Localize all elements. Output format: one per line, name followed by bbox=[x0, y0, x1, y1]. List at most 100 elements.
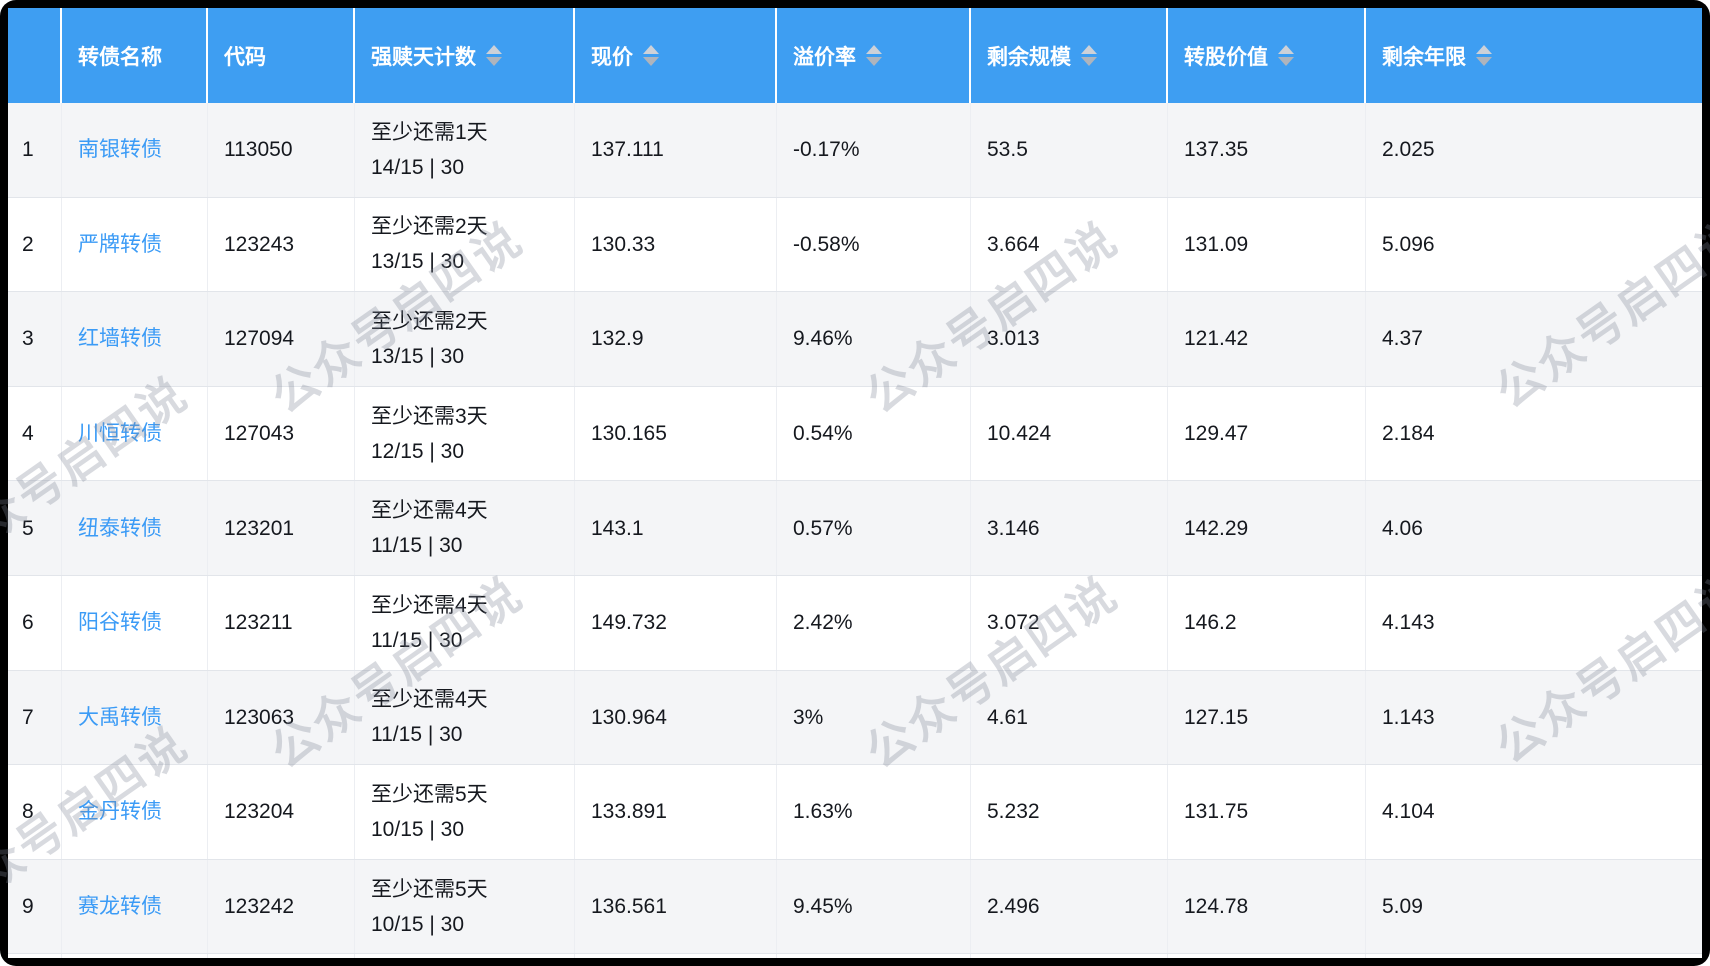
cell-remaining-size: 10.424 bbox=[971, 386, 1168, 481]
bond-code: 123063 bbox=[224, 705, 295, 729]
sort-descending-icon[interactable] bbox=[866, 57, 882, 66]
cell-bond-name: 大禹转债 bbox=[62, 670, 208, 765]
bond-name-link[interactable]: 大禹转债 bbox=[78, 705, 162, 729]
redeem-days-count: 14/15 | 30 bbox=[371, 155, 465, 179]
bond-name-link[interactable]: 赛龙转债 bbox=[78, 895, 162, 919]
column-header-price[interactable]: 现价 bbox=[575, 8, 777, 103]
column-header-redeem-days[interactable]: 强赎天计数 bbox=[355, 8, 575, 103]
premium-rate-value: -0.58% bbox=[793, 232, 860, 256]
column-header-premium-rate[interactable]: 溢价率 bbox=[777, 8, 971, 103]
cell-redeem-days: 至少还需2天 13/15 | 30 bbox=[355, 197, 575, 292]
remaining-size-value: 3.072 bbox=[987, 611, 1040, 635]
bond-name-link[interactable]: 阳谷转债 bbox=[78, 611, 162, 635]
redeem-days-count: 11/15 | 30 bbox=[371, 723, 463, 747]
sort-carets-icon[interactable] bbox=[1081, 45, 1097, 66]
cell-premium-rate bbox=[777, 954, 971, 958]
cell-premium-rate: 0.54% bbox=[777, 386, 971, 481]
cell-redeem-days: 至少还需5天 10/15 | 30 bbox=[355, 765, 575, 859]
cell-remaining-size: 3.664 bbox=[971, 197, 1168, 292]
conversion-value: 127.15 bbox=[1184, 705, 1249, 729]
table-body: 1 南银转债 113050 至少还需1天 14/15 | 30 137.111 -… bbox=[8, 103, 1702, 958]
cell-redeem-days: 至少还需2天 13/15 | 30 bbox=[355, 292, 575, 386]
column-header-remaining-years[interactable]: 剩余年限 bbox=[1366, 8, 1702, 103]
remaining-years-value: 4.104 bbox=[1382, 800, 1435, 824]
bond-name-link[interactable]: 南银转债 bbox=[78, 138, 162, 162]
cell-price bbox=[575, 954, 777, 958]
bond-name-link[interactable]: 金丹转债 bbox=[78, 800, 162, 824]
cell-premium-rate: 0.57% bbox=[777, 481, 971, 575]
cell-row-number: 9 bbox=[8, 859, 62, 954]
cell-premium-rate: 9.46% bbox=[777, 292, 971, 386]
bond-name-link[interactable]: 严牌转债 bbox=[78, 232, 162, 256]
remaining-years-value: 5.09 bbox=[1382, 895, 1423, 919]
cell-remaining-size: 2.496 bbox=[971, 859, 1168, 954]
column-header-index bbox=[8, 8, 62, 103]
sort-ascending-icon[interactable] bbox=[643, 45, 659, 54]
sort-descending-icon[interactable] bbox=[1081, 57, 1097, 66]
cell-conversion-value: 137.35 bbox=[1168, 103, 1366, 197]
cell-price: 137.111 bbox=[575, 103, 777, 197]
cell-code: 113050 bbox=[208, 103, 355, 197]
sort-carets-icon[interactable] bbox=[486, 45, 502, 66]
remaining-size-value: 5.232 bbox=[987, 800, 1040, 824]
sort-ascending-icon[interactable] bbox=[1278, 45, 1294, 54]
cell-remaining-years: 2.025 bbox=[1366, 103, 1702, 197]
premium-rate-value: 2.42% bbox=[793, 611, 853, 635]
sort-ascending-icon[interactable] bbox=[1081, 45, 1097, 54]
table-header: 转债名称 代码 强赎天计数 现价 溢价率 剩余规模 转股价值 bbox=[8, 8, 1702, 103]
cell-premium-rate: -0.58% bbox=[777, 197, 971, 292]
cell-remaining-years: 5.096 bbox=[1366, 198, 1702, 292]
sort-descending-icon[interactable] bbox=[486, 57, 502, 66]
remaining-years-value: 5.096 bbox=[1382, 232, 1435, 256]
column-label: 转债名称 bbox=[78, 45, 162, 69]
cell-remaining-size: 3.013 bbox=[971, 292, 1168, 386]
cell-row-number: 3 bbox=[8, 292, 62, 386]
cell-price: 132.9 bbox=[575, 292, 777, 386]
sort-descending-icon[interactable] bbox=[643, 57, 659, 66]
price-value: 143.1 bbox=[591, 516, 644, 540]
conversion-value: 137.35 bbox=[1184, 138, 1249, 162]
bond-name-link[interactable]: 纽泰转债 bbox=[78, 516, 162, 540]
sort-carets-icon[interactable] bbox=[643, 45, 659, 66]
column-label: 现价 bbox=[591, 45, 633, 69]
bond-name-link[interactable]: 红墙转债 bbox=[78, 327, 162, 351]
cell-row-number: 4 bbox=[8, 386, 62, 481]
cell-remaining-size: 3.146 bbox=[971, 481, 1168, 575]
table-row bbox=[8, 954, 1702, 958]
remaining-size-value: 2.496 bbox=[987, 895, 1040, 919]
column-header-remaining-size[interactable]: 剩余规模 bbox=[971, 8, 1168, 103]
cell-price: 133.891 bbox=[575, 765, 777, 859]
cell-bond-name: 阳谷转债 bbox=[62, 575, 208, 670]
sort-ascending-icon[interactable] bbox=[1476, 45, 1492, 54]
cell-conversion-value: 146.2 bbox=[1168, 575, 1366, 670]
sort-ascending-icon[interactable] bbox=[866, 45, 882, 54]
column-header-conversion-value[interactable]: 转股价值 bbox=[1168, 8, 1366, 103]
cell-bond-name: 严牌转债 bbox=[62, 197, 208, 292]
redeem-days-count: 11/15 | 30 bbox=[371, 534, 463, 558]
redeem-days-text: 至少还需3天 bbox=[371, 404, 488, 428]
sort-ascending-icon[interactable] bbox=[486, 45, 502, 54]
cell-remaining-years: 4.143 bbox=[1366, 576, 1702, 670]
sort-descending-icon[interactable] bbox=[1278, 57, 1294, 66]
sort-carets-icon[interactable] bbox=[1278, 45, 1294, 66]
cell-premium-rate: 2.42% bbox=[777, 575, 971, 670]
sort-carets-icon[interactable] bbox=[866, 45, 882, 66]
table-row: 8 金丹转债 123204 至少还需5天 10/15 | 30 133.891 1… bbox=[8, 765, 1702, 860]
row-number: 1 bbox=[22, 138, 34, 162]
cell-remaining-size: 3.072 bbox=[971, 575, 1168, 670]
cell-code bbox=[208, 954, 355, 958]
sort-carets-icon[interactable] bbox=[1476, 45, 1492, 66]
sort-descending-icon[interactable] bbox=[1476, 57, 1492, 66]
table-row: 4 川恒转债 127043 至少还需3天 12/15 | 30 130.165 0… bbox=[8, 386, 1702, 482]
cell-remaining-years: 2.184 bbox=[1366, 387, 1702, 481]
bond-code: 113050 bbox=[224, 138, 293, 162]
row-number: 4 bbox=[22, 422, 34, 446]
redeem-days-count: 13/15 | 30 bbox=[371, 250, 465, 274]
table-row: 6 阳谷转债 123211 至少还需4天 11/15 | 30 149.732 2… bbox=[8, 575, 1702, 671]
redeem-days-count: 11/15 | 30 bbox=[371, 628, 463, 652]
cell-redeem-days: 至少还需4天 11/15 | 30 bbox=[355, 481, 575, 575]
cell-redeem-days: 至少还需1天 14/15 | 30 bbox=[355, 103, 575, 197]
cell-conversion-value: 131.09 bbox=[1168, 197, 1366, 292]
bond-name-link[interactable]: 川恒转债 bbox=[78, 422, 162, 446]
bond-code: 123243 bbox=[224, 232, 295, 256]
